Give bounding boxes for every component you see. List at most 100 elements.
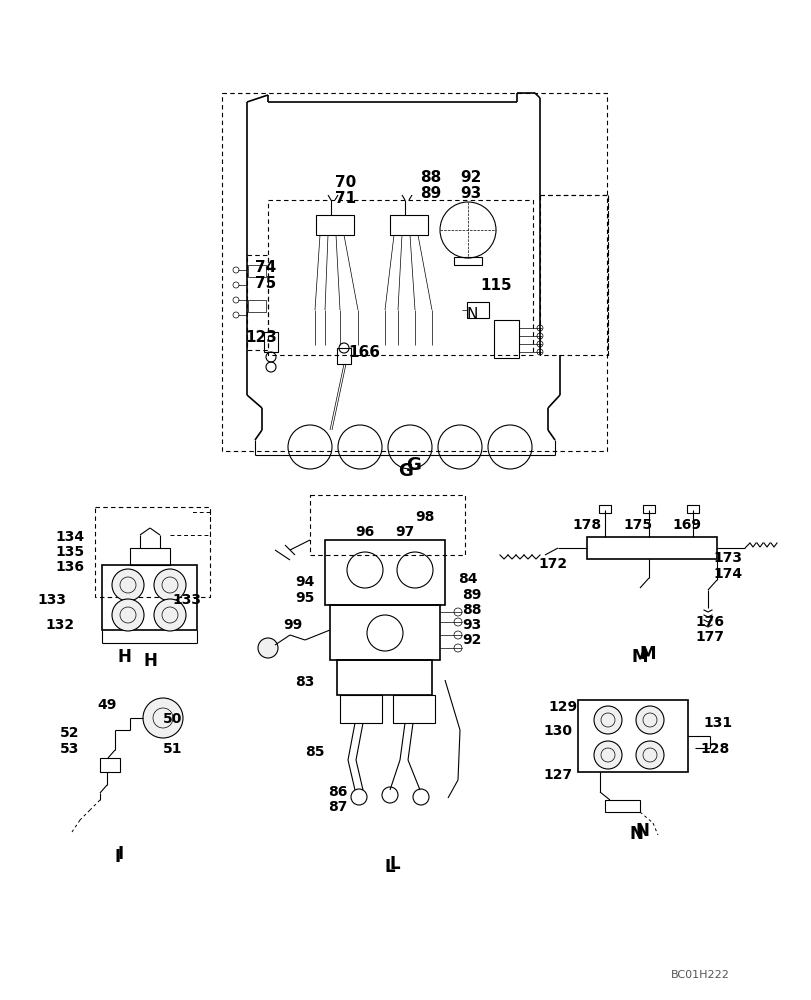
Text: 132: 132 xyxy=(45,618,74,632)
Text: 174: 174 xyxy=(712,567,741,581)
Bar xyxy=(102,565,197,630)
Circle shape xyxy=(112,599,144,631)
Circle shape xyxy=(594,741,621,769)
Text: 88: 88 xyxy=(461,603,481,617)
Bar xyxy=(324,540,444,605)
Bar xyxy=(340,695,381,723)
Text: 173: 173 xyxy=(712,551,741,565)
Bar xyxy=(389,215,427,235)
Text: 135: 135 xyxy=(55,545,84,559)
Bar xyxy=(95,507,210,597)
Text: 94: 94 xyxy=(294,575,314,589)
Text: 131: 131 xyxy=(702,716,732,730)
Text: 83: 83 xyxy=(294,675,314,689)
Text: H: H xyxy=(118,648,131,666)
Text: 88: 88 xyxy=(419,170,440,185)
Bar xyxy=(310,495,465,555)
Text: BC01H222: BC01H222 xyxy=(670,970,728,980)
Bar xyxy=(337,660,431,695)
Text: 97: 97 xyxy=(394,525,414,539)
Bar xyxy=(539,195,607,355)
Text: 71: 71 xyxy=(335,191,356,206)
Bar xyxy=(642,505,654,513)
Text: M: M xyxy=(639,645,655,663)
Text: 51: 51 xyxy=(163,742,182,756)
Bar xyxy=(264,332,277,352)
Text: 177: 177 xyxy=(694,630,723,644)
Text: I: I xyxy=(118,845,124,863)
Circle shape xyxy=(258,638,277,658)
Bar xyxy=(393,695,435,723)
Bar xyxy=(604,800,639,812)
Text: N: N xyxy=(635,822,649,840)
Text: I: I xyxy=(115,848,121,866)
Text: 175: 175 xyxy=(622,518,651,532)
Text: 178: 178 xyxy=(571,518,600,532)
Text: 89: 89 xyxy=(419,186,440,201)
Text: 123: 123 xyxy=(245,330,277,345)
Text: 99: 99 xyxy=(283,618,302,632)
Text: 166: 166 xyxy=(348,345,380,360)
Text: 169: 169 xyxy=(672,518,700,532)
Text: 86: 86 xyxy=(328,785,347,799)
Bar xyxy=(268,200,532,355)
Text: 134: 134 xyxy=(55,530,84,544)
Bar xyxy=(247,265,266,277)
Text: 130: 130 xyxy=(543,724,571,738)
Text: 98: 98 xyxy=(414,510,434,524)
Text: L: L xyxy=(384,858,395,876)
Circle shape xyxy=(635,706,663,734)
Text: 127: 127 xyxy=(543,768,572,782)
Text: 172: 172 xyxy=(538,557,566,571)
Text: N: N xyxy=(466,307,478,322)
Text: 95: 95 xyxy=(294,591,314,605)
Text: L: L xyxy=(389,855,400,873)
Circle shape xyxy=(112,569,144,601)
Text: G: G xyxy=(398,462,413,480)
Bar xyxy=(130,548,169,565)
Text: 75: 75 xyxy=(255,276,276,291)
Bar xyxy=(329,605,440,660)
Bar xyxy=(247,255,268,350)
Text: 133: 133 xyxy=(172,593,201,607)
Bar xyxy=(586,537,716,559)
Text: 92: 92 xyxy=(461,633,481,647)
Circle shape xyxy=(635,741,663,769)
Text: M: M xyxy=(631,648,647,666)
Text: 70: 70 xyxy=(335,175,356,190)
Text: 136: 136 xyxy=(55,560,84,574)
Text: 133: 133 xyxy=(37,593,66,607)
Text: 92: 92 xyxy=(460,170,481,185)
Text: 115: 115 xyxy=(479,278,511,293)
Circle shape xyxy=(594,706,621,734)
Text: 93: 93 xyxy=(461,618,481,632)
Bar xyxy=(599,505,610,513)
Bar xyxy=(221,93,607,451)
Text: 49: 49 xyxy=(97,698,116,712)
Bar xyxy=(247,300,266,312)
Text: 52: 52 xyxy=(60,726,79,740)
Circle shape xyxy=(143,698,182,738)
Bar xyxy=(493,320,518,358)
Bar xyxy=(315,215,354,235)
Text: H: H xyxy=(143,652,157,670)
Text: 89: 89 xyxy=(461,588,481,602)
Text: N: N xyxy=(629,825,642,843)
Bar xyxy=(577,700,687,772)
Bar xyxy=(453,257,482,265)
Circle shape xyxy=(154,599,186,631)
Text: 96: 96 xyxy=(354,525,374,539)
Text: 74: 74 xyxy=(255,260,276,275)
Text: 84: 84 xyxy=(457,572,477,586)
Text: 129: 129 xyxy=(547,700,577,714)
Bar xyxy=(686,505,698,513)
Bar xyxy=(466,302,488,318)
Circle shape xyxy=(154,569,186,601)
Text: 50: 50 xyxy=(163,712,182,726)
Text: 176: 176 xyxy=(694,615,723,629)
Bar xyxy=(100,758,120,772)
Text: 93: 93 xyxy=(460,186,481,201)
Text: 87: 87 xyxy=(328,800,347,814)
Text: 128: 128 xyxy=(699,742,728,756)
Text: 85: 85 xyxy=(305,745,324,759)
